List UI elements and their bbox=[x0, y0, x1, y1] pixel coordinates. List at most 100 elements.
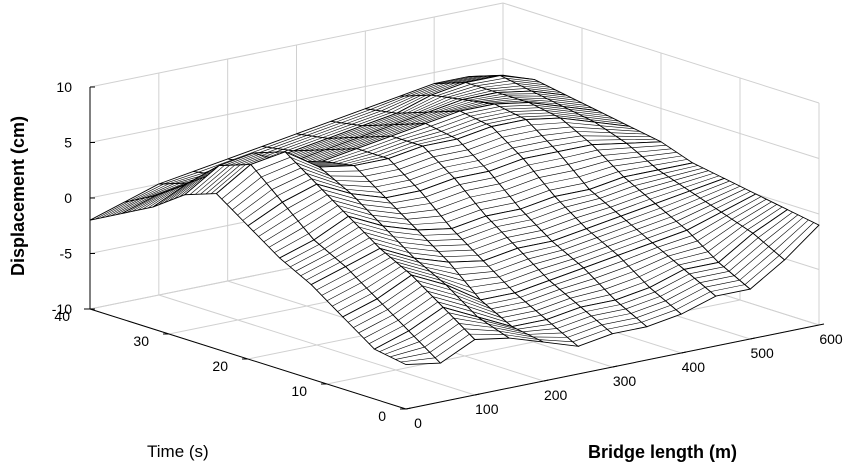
mesh-line bbox=[464, 276, 500, 282]
mesh-line bbox=[427, 290, 462, 302]
mesh-line bbox=[316, 271, 352, 291]
mesh-line bbox=[335, 180, 370, 182]
mesh-line bbox=[374, 242, 410, 254]
mesh-line bbox=[515, 189, 550, 203]
mesh-line bbox=[324, 170, 360, 172]
mesh-line bbox=[444, 101, 479, 112]
mesh-line bbox=[472, 311, 507, 323]
mesh-line bbox=[496, 124, 532, 133]
mesh-line bbox=[443, 160, 479, 168]
mesh-line bbox=[451, 289, 486, 305]
mesh-line bbox=[232, 183, 267, 210]
mesh-line bbox=[525, 201, 561, 215]
mesh-line bbox=[386, 95, 421, 112]
mesh-line bbox=[357, 112, 392, 126]
mesh-line bbox=[375, 179, 410, 188]
mesh-line bbox=[441, 203, 476, 217]
mesh-line bbox=[402, 95, 437, 114]
mesh-line bbox=[340, 184, 376, 188]
mesh-line bbox=[578, 165, 614, 178]
mesh-line bbox=[401, 209, 436, 215]
mesh-line bbox=[422, 285, 457, 296]
mesh-line bbox=[710, 284, 745, 292]
x-tick-label: 500 bbox=[750, 345, 774, 361]
mesh-line bbox=[277, 178, 312, 197]
mesh-line bbox=[440, 280, 476, 294]
mesh-line bbox=[448, 312, 483, 321]
mesh-line bbox=[403, 301, 439, 326]
mesh-line bbox=[521, 85, 556, 91]
mesh-line bbox=[609, 281, 645, 295]
y-axis-label: Time (s) bbox=[147, 442, 209, 461]
mesh-line bbox=[439, 76, 474, 84]
mesh-line bbox=[200, 164, 236, 195]
mesh-line bbox=[398, 241, 434, 247]
mesh-line bbox=[422, 233, 457, 236]
mesh-line bbox=[543, 263, 579, 276]
mesh-line bbox=[261, 162, 296, 178]
mesh-line bbox=[306, 122, 342, 136]
mesh-line bbox=[129, 183, 165, 202]
mesh-line bbox=[689, 266, 724, 275]
mesh-line bbox=[668, 167, 704, 178]
mesh-line bbox=[660, 194, 696, 209]
mesh-line bbox=[481, 114, 516, 122]
mesh-line bbox=[556, 315, 592, 329]
mesh-line bbox=[509, 183, 545, 197]
mesh-line bbox=[700, 183, 735, 199]
mesh-line bbox=[467, 136, 503, 151]
mesh-line bbox=[454, 102, 490, 112]
mesh-line bbox=[525, 289, 560, 303]
mesh-line bbox=[512, 140, 548, 149]
mesh-line bbox=[565, 283, 600, 295]
mesh-line bbox=[271, 173, 307, 190]
mesh-line bbox=[562, 320, 597, 334]
mesh-line bbox=[462, 131, 498, 145]
mesh-line bbox=[384, 341, 420, 355]
mesh-line bbox=[694, 180, 730, 195]
mesh-line bbox=[347, 303, 383, 323]
x-axis-label: Bridge length (m) bbox=[588, 442, 737, 462]
mesh-line bbox=[332, 287, 367, 307]
mesh-line bbox=[383, 112, 419, 126]
mesh-line bbox=[437, 301, 473, 312]
mesh-line bbox=[539, 107, 574, 113]
mesh-line bbox=[493, 327, 528, 335]
mesh-line bbox=[435, 275, 471, 288]
mesh-line bbox=[345, 188, 381, 193]
mesh-line bbox=[433, 149, 468, 158]
mesh-line bbox=[385, 123, 421, 137]
mesh-line bbox=[544, 176, 579, 185]
mesh-line bbox=[499, 171, 534, 185]
x-tick-mark bbox=[474, 393, 480, 396]
x-tick-mark bbox=[681, 351, 687, 354]
mesh-line bbox=[675, 291, 711, 310]
x-tick-label: 300 bbox=[613, 373, 637, 389]
mesh-line bbox=[340, 242, 375, 263]
mesh-line bbox=[623, 246, 658, 261]
mesh-line bbox=[596, 313, 632, 321]
mesh-line bbox=[581, 211, 616, 224]
mesh-line bbox=[517, 323, 552, 330]
mesh-line bbox=[430, 113, 466, 127]
mesh-line bbox=[531, 122, 566, 126]
mesh-line bbox=[647, 155, 683, 162]
mesh-line bbox=[272, 135, 308, 149]
mesh-line bbox=[358, 226, 394, 237]
mesh-line bbox=[594, 265, 629, 279]
mesh-line bbox=[591, 308, 626, 317]
mesh-line bbox=[551, 311, 587, 325]
mesh-line bbox=[205, 164, 241, 195]
mesh-line bbox=[317, 148, 352, 162]
mesh-line bbox=[697, 218, 733, 242]
mesh-line bbox=[312, 123, 347, 137]
mesh-line bbox=[462, 226, 497, 240]
mesh-line bbox=[607, 233, 643, 247]
mesh-line bbox=[388, 111, 424, 126]
mesh-line bbox=[768, 217, 804, 247]
mesh-line bbox=[641, 309, 677, 323]
y-tick-label: 10 bbox=[291, 383, 307, 399]
mesh-line bbox=[584, 116, 619, 122]
mesh-line bbox=[290, 156, 326, 172]
mesh-line bbox=[613, 160, 648, 167]
